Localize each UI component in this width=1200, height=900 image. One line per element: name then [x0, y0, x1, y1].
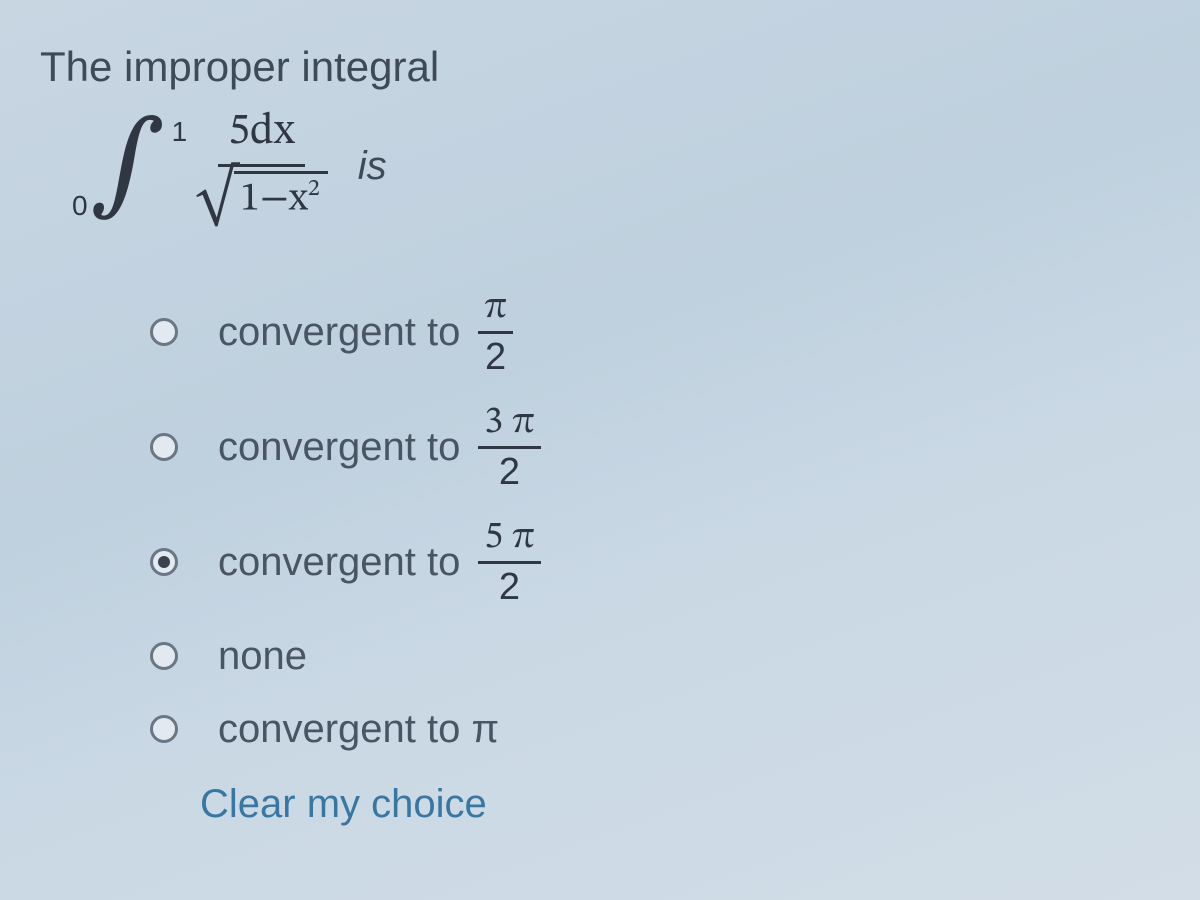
option-fraction-numerator: 5 π: [478, 519, 540, 564]
question-trailing-word: is: [358, 144, 387, 189]
option-fraction-numerator: π: [478, 289, 512, 334]
option-row[interactable]: none: [150, 634, 1160, 679]
radio-button[interactable]: [150, 318, 178, 346]
sqrt-radicand: 1−x2: [234, 171, 328, 224]
radicand-base: 1−x: [240, 179, 308, 219]
option-text: convergent to: [218, 540, 460, 585]
sqrt-radical-icon: √: [195, 171, 238, 225]
option-text: convergent to: [218, 310, 460, 355]
option-fraction-denominator: 2: [485, 334, 506, 376]
integral-expression: ∫ 1 0 5dx √ 1−x2 is: [90, 105, 1160, 229]
radio-button[interactable]: [150, 548, 178, 576]
option-text: convergent to: [218, 425, 460, 470]
option-fraction-denominator: 2: [499, 449, 520, 491]
option-text: convergent to π: [218, 707, 499, 752]
question-stem-line1: The improper integral: [40, 40, 1160, 95]
option-label: convergent to 3 π2: [218, 404, 541, 491]
quiz-question: The improper integral ∫ 1 0 5dx √ 1−x2 i…: [0, 0, 1200, 827]
option-label: convergent to π: [218, 707, 499, 752]
integral-lower-limit: 0: [72, 192, 88, 220]
options-list: convergent toπ2convergent to3 π2converge…: [150, 289, 1160, 752]
option-fraction: π2: [478, 289, 512, 376]
option-row[interactable]: convergent to π: [150, 707, 1160, 752]
integrand-numerator: 5dx: [218, 105, 305, 167]
integrand-denominator: √ 1−x2: [195, 167, 328, 229]
option-text: none: [218, 634, 307, 679]
option-label: convergent to 5 π2: [218, 519, 541, 606]
option-row[interactable]: convergent to 5 π2: [150, 519, 1160, 606]
integrand-fraction: 5dx √ 1−x2: [195, 105, 328, 229]
clear-my-choice-link[interactable]: Clear my choice: [200, 782, 1160, 827]
option-label: none: [218, 634, 307, 679]
integral-sign: ∫ 1 0: [90, 112, 165, 222]
option-row[interactable]: convergent to π2: [150, 289, 1160, 376]
option-row[interactable]: convergent to 3 π2: [150, 404, 1160, 491]
integral-upper-limit: 1: [172, 118, 188, 146]
option-fraction: 3 π2: [478, 404, 540, 491]
radio-button[interactable]: [150, 715, 178, 743]
option-fraction-numerator: 3 π: [478, 404, 540, 449]
option-fraction: 5 π2: [478, 519, 540, 606]
option-label: convergent to π2: [218, 289, 513, 376]
radicand-exponent: 2: [308, 177, 320, 201]
radio-button[interactable]: [150, 433, 178, 461]
radio-button[interactable]: [150, 642, 178, 670]
option-fraction-denominator: 2: [499, 564, 520, 606]
